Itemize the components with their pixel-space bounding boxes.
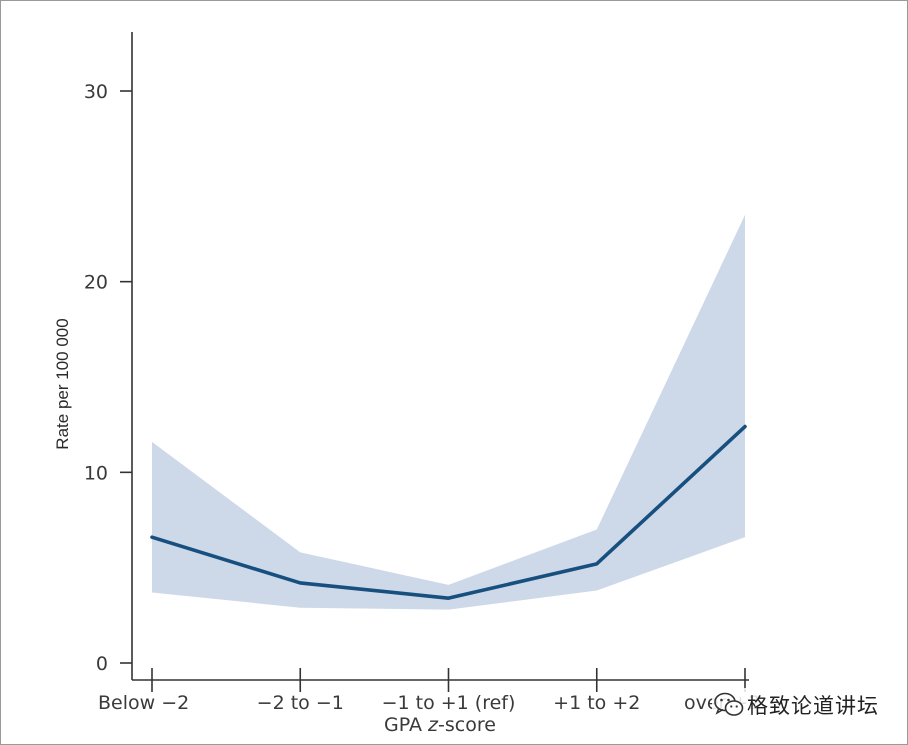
x-tick-label: −1 to +1 (ref): [382, 692, 516, 714]
watermark-text: 格致论道讲坛: [747, 694, 879, 718]
y-ticks: 0 10 20 30: [84, 81, 132, 675]
axes: [131, 32, 749, 681]
y-axis-label: Rate per 100 000: [53, 318, 72, 449]
x-tick-label: −2 to −1: [257, 692, 344, 714]
x-axis-label: GPA z-score: [384, 714, 496, 736]
x-axis-label-italic: z: [427, 714, 439, 736]
x-tick-label: Below −2: [98, 692, 189, 714]
x-ticks: Below −2 −2 to −1 −1 to +1 (ref) +1 to +2 ov…: [98, 668, 760, 714]
confidence-band-layer: [152, 214, 745, 610]
y-tick-label: 0: [96, 653, 108, 675]
y-tick-label: 20: [84, 272, 108, 294]
y-tick-label: 10: [84, 462, 108, 484]
y-tick-label: 30: [84, 81, 108, 103]
series-line-layer: [150, 424, 747, 600]
watermark: 格致论道讲坛: [712, 688, 883, 722]
x-tick-label: +1 to +2: [553, 692, 640, 714]
x-axis-label-suffix: -score: [438, 714, 496, 736]
wechat-icon: [714, 692, 744, 716]
confidence-band: [152, 214, 745, 610]
x-axis-label-prefix: GPA: [384, 714, 428, 736]
